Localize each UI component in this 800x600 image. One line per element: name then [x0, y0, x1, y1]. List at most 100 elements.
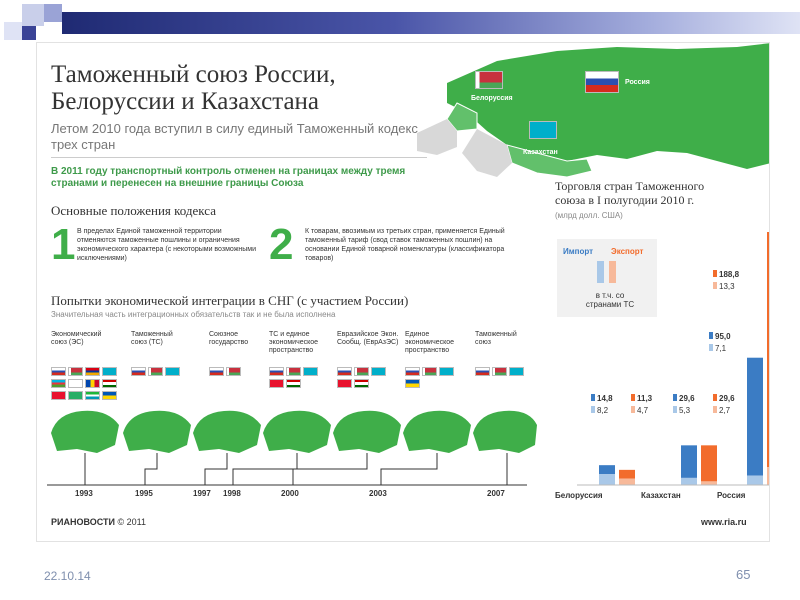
- corner-square: [22, 4, 44, 26]
- timeline-year: 2000: [281, 489, 299, 498]
- stage-label: Евразийское Экон. Сообщ. (ЕврАзЭС): [337, 331, 399, 346]
- map-label-belarus: Белоруссия: [471, 95, 513, 102]
- import-within-label: 5,3: [679, 406, 691, 415]
- category-label: Казахстан: [641, 491, 681, 500]
- timeline-year: 1997: [193, 489, 211, 498]
- map-label-kazakhstan: Казахстан: [523, 149, 558, 156]
- kazakhstan-flag-icon: [439, 367, 454, 376]
- legend-export: Экспорт: [611, 247, 644, 256]
- timeline-year: 1995: [135, 489, 153, 498]
- website-link[interactable]: www.ria.ru: [701, 517, 747, 527]
- belarus-flag-icon: [354, 367, 369, 376]
- uzbekistan-flag-icon: [85, 391, 100, 400]
- export-within-label-marker: [713, 282, 717, 289]
- export-value-label-marker: [713, 270, 717, 277]
- russia-flag-icon: [131, 367, 146, 376]
- azerbaijan-flag-icon: [51, 379, 66, 388]
- georgia-flag-icon: [68, 379, 83, 388]
- import-value-label: 29,6: [679, 394, 695, 403]
- export-value-label: 188,8: [719, 270, 740, 279]
- import-within-bar: [747, 475, 763, 485]
- title-line-2: Белоруссии и Казахстана: [51, 88, 320, 115]
- mini-map-icon: [193, 410, 261, 453]
- russia-flag-icon: [337, 367, 352, 376]
- ukraine-flag-icon: [405, 379, 420, 388]
- timeline-year: 2003: [369, 489, 387, 498]
- import-value-label-marker: [591, 394, 595, 401]
- timeline-year: 1993: [75, 489, 93, 498]
- slide-top-bar: [62, 12, 800, 34]
- export-within-label-marker: [631, 406, 635, 413]
- copyright: © 2011: [117, 517, 147, 527]
- page-title: Таможенный союз России, Белоруссии и Каз…: [51, 61, 451, 115]
- legend-export-swatch: [609, 261, 616, 283]
- mini-map-icon: [263, 410, 331, 453]
- export-value-label-marker: [713, 394, 717, 401]
- export-bar: [767, 232, 769, 468]
- stage-label: Таможенный союз (ТС): [131, 331, 173, 346]
- import-value-label-marker: [673, 394, 677, 401]
- export-within-bar: [701, 481, 717, 485]
- russia-flag-icon: [269, 367, 284, 376]
- kyrgyzstan-flag-icon: [51, 391, 66, 400]
- kazakhstan-flag-icon: [529, 121, 557, 139]
- export-bar: [701, 445, 717, 482]
- import-bar: [747, 357, 763, 476]
- timeline-graphic: [47, 410, 537, 486]
- kazakhstan-flag-icon: [371, 367, 386, 376]
- russia-flag-icon: [209, 367, 224, 376]
- slide-date: 22.10.14: [44, 569, 91, 583]
- russia-flag-icon: [51, 367, 66, 376]
- ria-logo: РИАНОВОСТИ © 2011: [51, 517, 146, 527]
- transport-note: В 2011 году транспортный контроль отмене…: [51, 166, 406, 189]
- infographic-card: Белоруссия Россия Казахстан Таможенный с…: [36, 42, 770, 542]
- mini-map-icon: [403, 410, 471, 453]
- timeline-year: 1998: [223, 489, 241, 498]
- import-bar: [681, 445, 697, 478]
- belarus-flag-icon: [68, 367, 83, 376]
- tajikistan-flag-icon: [102, 379, 117, 388]
- corner-square: [22, 26, 36, 40]
- logo-text: РИАНОВОСТИ: [51, 517, 115, 527]
- tajikistan-flag-icon: [354, 379, 369, 388]
- kazakhstan-flag-icon: [102, 367, 117, 376]
- slide-number: 65: [736, 567, 751, 582]
- integration-subtitle: Значительная часть интеграционных обязат…: [51, 310, 336, 319]
- russia-flag-icon: [475, 367, 490, 376]
- stage-label: Экономический союз (ЭС): [51, 331, 102, 346]
- armenia-flag-icon: [85, 367, 100, 376]
- tajikistan-flag-icon: [286, 379, 301, 388]
- export-bar: [619, 469, 635, 479]
- import-within-label-marker: [709, 344, 713, 351]
- belarus-flag-icon: [475, 71, 503, 89]
- kazakhstan-flag-icon: [303, 367, 318, 376]
- title-line-1: Таможенный союз России,: [51, 61, 336, 88]
- stage-label: Единое экономическое пространство: [405, 331, 455, 354]
- chart-legend: Импорт Экспорт в т.ч. со странами ТС: [557, 239, 657, 317]
- export-within-label: 2,7: [719, 406, 731, 415]
- belarus-flag-icon: [226, 367, 241, 376]
- belarus-flag-icon: [286, 367, 301, 376]
- integration-title: Попытки экономической интеграции в СНГ (…: [51, 293, 409, 308]
- moldova-flag-icon: [85, 379, 100, 388]
- corner-square: [4, 22, 22, 40]
- russia-flag-icon: [405, 367, 420, 376]
- import-within-bar: [681, 477, 697, 485]
- export-within-bar: [619, 478, 635, 485]
- export-value-label: 11,3: [637, 394, 653, 403]
- export-value-label-marker: [631, 394, 635, 401]
- mini-map-icon: [333, 410, 401, 453]
- stage-label: Союзное государство: [209, 331, 249, 346]
- page-subtitle: Летом 2010 года вступил в силу единый Та…: [51, 121, 418, 152]
- kyrgyzstan-flag-icon: [337, 379, 352, 388]
- export-value-label: 29,6: [719, 394, 735, 403]
- corner-square: [44, 4, 62, 22]
- export-within-label: 4,7: [637, 406, 649, 415]
- stage-label: ТС и единое экономическое пространство: [269, 331, 319, 354]
- belarus-flag-icon: [492, 367, 507, 376]
- provision-text: В пределах Единой таможенной территории …: [77, 228, 257, 262]
- mini-map-icon: [123, 410, 191, 453]
- russia-flag-icon: [585, 71, 619, 93]
- import-within-bar: [599, 474, 615, 485]
- category-label: Белоруссия: [555, 491, 603, 500]
